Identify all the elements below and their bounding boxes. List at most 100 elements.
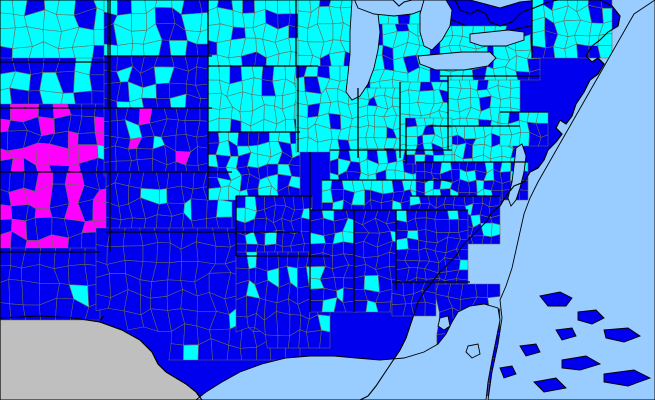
region-arkansas[interactable]: [235, 195, 313, 257]
county-polygon[interactable]: [375, 301, 392, 313]
county-polygon[interactable]: [239, 346, 258, 361]
county-polygon[interactable]: [0, 130, 9, 152]
county-polygon[interactable]: [277, 335, 291, 349]
county-polygon[interactable]: [266, 251, 280, 272]
county-polygon[interactable]: [405, 136, 418, 146]
county-polygon[interactable]: [405, 154, 416, 165]
county-polygon[interactable]: [67, 144, 80, 167]
county-polygon[interactable]: [153, 55, 175, 68]
county-polygon[interactable]: [319, 329, 331, 349]
county-polygon[interactable]: [183, 344, 199, 361]
county-polygon[interactable]: [535, 111, 549, 124]
county-polygon[interactable]: [448, 218, 459, 233]
county-polygon[interactable]: [53, 247, 71, 270]
county-polygon[interactable]: [330, 179, 345, 190]
county-polygon[interactable]: [458, 259, 469, 271]
county-polygon[interactable]: [353, 275, 365, 290]
county-polygon[interactable]: [154, 7, 176, 25]
region-colorado[interactable]: [0, 103, 111, 177]
county-polygon[interactable]: [168, 343, 184, 361]
region-maryland[interactable]: [499, 111, 549, 147]
county-polygon[interactable]: [0, 12, 16, 30]
county-polygon[interactable]: [399, 89, 411, 104]
region-indiana[interactable]: [357, 87, 405, 159]
county-polygon[interactable]: [167, 260, 183, 281]
county-polygon[interactable]: [381, 179, 395, 195]
county-polygon[interactable]: [149, 295, 168, 311]
county-polygon[interactable]: [22, 304, 41, 321]
county-polygon[interactable]: [265, 334, 279, 349]
county-polygon[interactable]: [292, 195, 304, 211]
county-polygon[interactable]: [130, 0, 147, 14]
county-polygon[interactable]: [288, 24, 299, 39]
county-polygon[interactable]: [207, 131, 220, 144]
county-polygon[interactable]: [10, 204, 29, 222]
county-polygon[interactable]: [0, 247, 12, 267]
county-polygon[interactable]: [180, 0, 203, 15]
county-polygon[interactable]: [353, 300, 368, 313]
county-polygon[interactable]: [207, 65, 220, 81]
county-polygon[interactable]: [490, 234, 501, 245]
county-polygon[interactable]: [34, 207, 53, 219]
county-polygon[interactable]: [353, 241, 365, 259]
county-polygon[interactable]: [434, 219, 450, 233]
county-polygon[interactable]: [450, 161, 461, 171]
county-polygon[interactable]: [155, 82, 171, 99]
county-polygon[interactable]: [472, 195, 484, 204]
county-polygon[interactable]: [10, 103, 25, 123]
county-polygon[interactable]: [309, 288, 325, 301]
region-georgia[interactable]: [395, 209, 469, 291]
county-polygon[interactable]: [154, 0, 173, 8]
county-polygon[interactable]: [277, 0, 291, 15]
region-west-texas[interactable]: [0, 247, 101, 321]
region-new-england[interactable]: [531, 0, 613, 59]
county-polygon[interactable]: [156, 242, 171, 264]
county-polygon[interactable]: [518, 189, 529, 201]
county-polygon[interactable]: [414, 209, 428, 219]
county-polygon[interactable]: [309, 300, 324, 313]
county-polygon[interactable]: [275, 311, 291, 337]
county-polygon[interactable]: [468, 179, 478, 194]
county-polygon[interactable]: [35, 142, 50, 166]
county-polygon[interactable]: [149, 279, 169, 299]
county-polygon[interactable]: [67, 247, 86, 267]
county-polygon[interactable]: [56, 0, 77, 16]
county-polygon[interactable]: [8, 265, 23, 281]
county-polygon[interactable]: [434, 209, 450, 220]
county-polygon[interactable]: [509, 86, 521, 99]
region-dakotas-west[interactable]: [103, 0, 213, 61]
county-polygon[interactable]: [488, 195, 501, 208]
region-montana[interactable]: [0, 0, 109, 63]
county-polygon[interactable]: [248, 131, 260, 147]
county-polygon[interactable]: [52, 171, 68, 185]
county-polygon[interactable]: [385, 149, 398, 164]
county-polygon[interactable]: [0, 204, 13, 221]
county-polygon[interactable]: [103, 55, 118, 73]
county-polygon[interactable]: [373, 126, 388, 139]
county-polygon[interactable]: [235, 195, 246, 209]
county-polygon[interactable]: [122, 245, 144, 262]
county-polygon[interactable]: [528, 68, 541, 81]
county-polygon[interactable]: [21, 280, 40, 306]
county-polygon[interactable]: [499, 161, 512, 173]
region-nebraska[interactable]: [103, 55, 213, 113]
county-polygon[interactable]: [8, 279, 24, 306]
county-polygon[interactable]: [183, 323, 199, 346]
county-polygon[interactable]: [402, 281, 415, 296]
county-polygon[interactable]: [461, 68, 474, 81]
county-polygon[interactable]: [272, 65, 286, 82]
county-polygon[interactable]: [230, 26, 246, 41]
county-polygon[interactable]: [0, 171, 11, 193]
county-polygon[interactable]: [269, 131, 280, 143]
region-missouri[interactable]: [207, 131, 301, 201]
county-polygon[interactable]: [38, 103, 55, 120]
county-polygon[interactable]: [531, 30, 546, 49]
county-polygon[interactable]: [424, 301, 437, 317]
county-polygon[interactable]: [481, 235, 492, 245]
county-polygon[interactable]: [499, 97, 512, 109]
county-polygon[interactable]: [410, 301, 426, 317]
county-polygon[interactable]: [254, 195, 265, 212]
county-polygon[interactable]: [576, 43, 590, 59]
county-polygon[interactable]: [297, 25, 309, 43]
